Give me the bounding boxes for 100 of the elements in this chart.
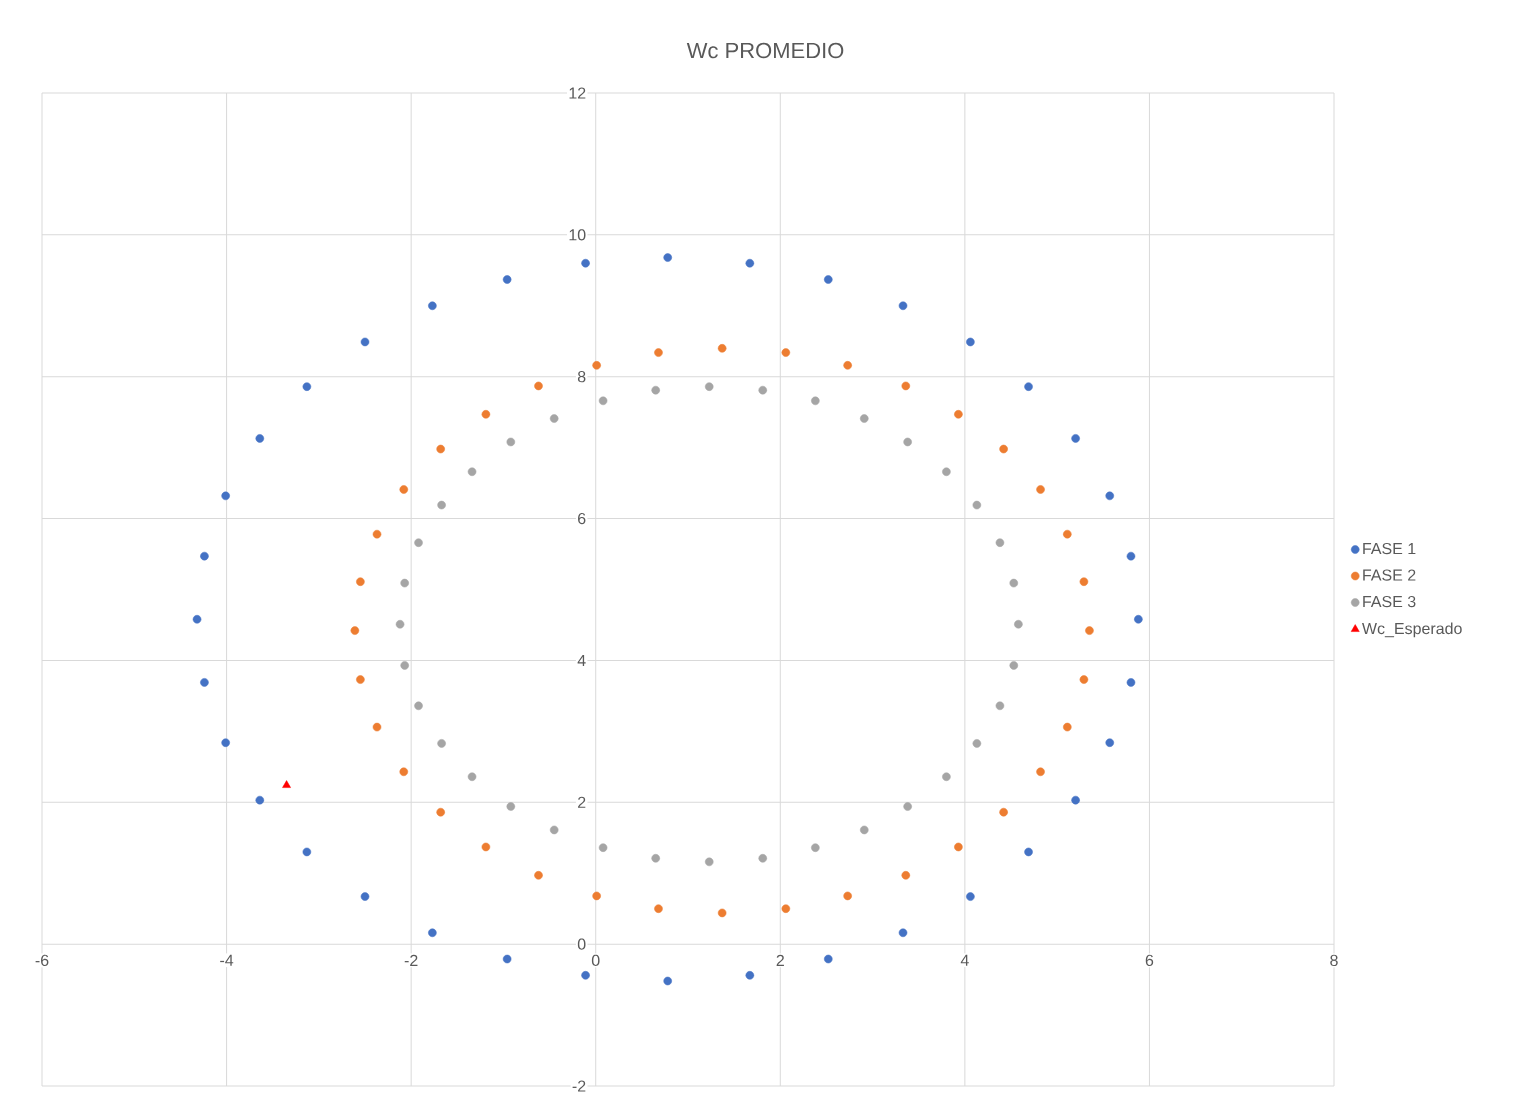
- point: [663, 976, 672, 986]
- point: [200, 551, 209, 561]
- point: [581, 971, 590, 980]
- point: [414, 538, 423, 547]
- point: [995, 701, 1005, 711]
- point: [811, 843, 820, 852]
- point: [704, 382, 714, 391]
- point: [745, 258, 755, 268]
- point: [651, 385, 660, 395]
- point: [999, 807, 1008, 817]
- point: [898, 301, 908, 311]
- point: [356, 577, 365, 586]
- point: [436, 807, 445, 817]
- y-tick-label: 2: [578, 796, 586, 808]
- x-tick-label: -6: [35, 954, 49, 967]
- point: [400, 578, 409, 588]
- point: [1126, 551, 1136, 561]
- point: [467, 772, 477, 781]
- legend-label: FASE 3: [1363, 595, 1416, 608]
- point: [428, 301, 437, 311]
- point: [954, 410, 963, 419]
- point: [903, 437, 912, 447]
- point: [1105, 491, 1115, 501]
- point: [972, 500, 982, 510]
- point: [581, 258, 590, 268]
- point: [502, 954, 512, 964]
- point: [395, 619, 405, 629]
- point: [1063, 529, 1072, 539]
- point: [372, 722, 382, 732]
- point: [824, 954, 833, 964]
- point: [598, 396, 608, 406]
- point: [663, 253, 672, 262]
- point: [481, 842, 491, 852]
- point: [414, 701, 423, 711]
- point: [428, 928, 437, 938]
- point: [592, 891, 601, 901]
- point: [954, 842, 963, 852]
- point: [467, 467, 477, 477]
- x-tick-label: 6: [1145, 954, 1154, 967]
- point: [901, 871, 911, 880]
- point: [506, 802, 516, 811]
- point: [399, 767, 409, 777]
- point: [399, 485, 409, 494]
- point: [592, 361, 601, 370]
- point: [1009, 661, 1019, 670]
- point: [843, 361, 852, 370]
- x-tick-label: 8: [1330, 954, 1338, 967]
- point: [534, 871, 543, 880]
- point: [255, 795, 265, 805]
- point: [1079, 577, 1089, 586]
- point: [350, 626, 360, 635]
- point: [966, 892, 975, 901]
- point: [481, 410, 491, 419]
- point: [654, 348, 663, 357]
- point: [534, 381, 543, 391]
- chart-title: Wc PROMEDIO: [686, 42, 844, 59]
- y-tick-label: 8: [577, 371, 586, 383]
- point: [999, 444, 1008, 454]
- y-tick-label: 0: [577, 938, 586, 950]
- point: [1036, 767, 1045, 777]
- point: [651, 854, 660, 863]
- point: [437, 739, 446, 748]
- legend-label: Wc_Esperado: [1361, 622, 1462, 638]
- y-tick-label: 12: [569, 87, 586, 99]
- point: [942, 772, 951, 781]
- point: [781, 904, 791, 913]
- point: [1071, 434, 1080, 443]
- x-tick-label: 4: [960, 954, 969, 966]
- legend-label: FASE 2: [1363, 569, 1416, 581]
- point: [549, 825, 559, 835]
- point: [1134, 615, 1143, 624]
- point: [598, 843, 608, 852]
- point: [200, 678, 209, 687]
- point: [758, 385, 768, 395]
- y-tick-label: 4: [577, 654, 586, 666]
- point: [302, 382, 312, 391]
- point: [1063, 722, 1072, 732]
- point: [901, 381, 911, 391]
- point: [1079, 675, 1089, 684]
- point: [860, 825, 869, 835]
- point: [1036, 485, 1045, 494]
- point: [1024, 382, 1033, 391]
- point: [745, 971, 755, 980]
- y-tick-label: 10: [569, 229, 586, 241]
- x-tick-label: -4: [220, 954, 234, 966]
- legend-label: FASE 1: [1363, 542, 1416, 555]
- point: [898, 928, 908, 938]
- point: [704, 857, 714, 867]
- point: [1126, 678, 1136, 687]
- point: [502, 275, 512, 284]
- y-tick-label: 6: [578, 512, 586, 525]
- point: [781, 348, 791, 357]
- point: [811, 396, 820, 406]
- point: [966, 337, 975, 347]
- x-tick-label: 2: [776, 954, 784, 966]
- point: [717, 344, 727, 353]
- point: [860, 414, 869, 423]
- point: [255, 434, 265, 443]
- point: [282, 780, 291, 788]
- point: [437, 500, 446, 510]
